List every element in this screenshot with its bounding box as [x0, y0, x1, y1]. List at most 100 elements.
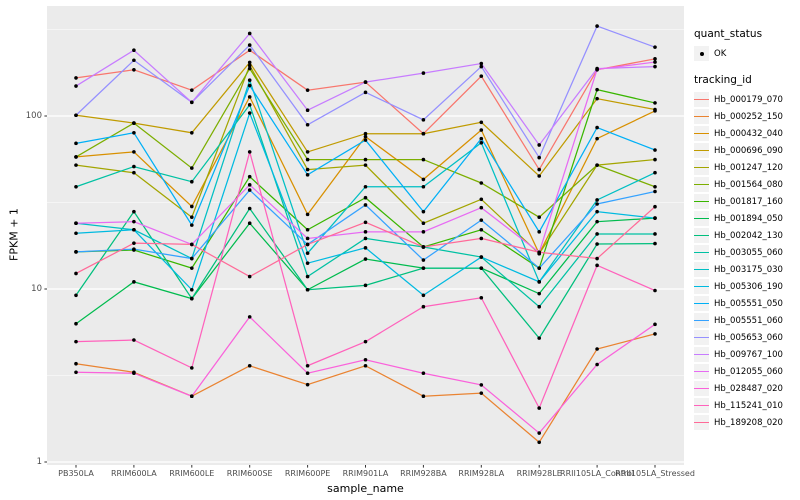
legend-item-label: Hb_028487_020 — [714, 383, 783, 394]
data-point — [595, 347, 599, 351]
legend-item-Hb_000252_150: Hb_000252_150 — [694, 108, 800, 125]
data-point — [653, 204, 657, 209]
data-point — [190, 266, 194, 270]
legend-item-Hb_189208_020: Hb_189208_020 — [694, 414, 800, 431]
data-point — [537, 266, 541, 270]
data-point — [421, 131, 426, 136]
data-point — [653, 184, 657, 189]
data-point — [305, 363, 310, 368]
x-tick-label: RRIM600SE — [226, 469, 273, 478]
data-point — [132, 227, 136, 232]
legend-item-label: Hb_005551_050 — [714, 298, 783, 309]
data-point — [479, 205, 484, 210]
legend-key-line-icon — [694, 381, 709, 396]
data-point — [537, 167, 541, 172]
legend-key-line-icon — [694, 347, 709, 362]
data-point — [595, 209, 599, 214]
data-point — [537, 280, 541, 284]
data-point — [247, 78, 252, 83]
data-point — [537, 406, 541, 410]
data-point — [421, 209, 426, 214]
legend-item-label: Hb_003175_030 — [714, 264, 783, 275]
legend-item-Hb_001817_160: Hb_001817_160 — [694, 193, 800, 210]
data-point — [595, 256, 599, 261]
legend-key-line-icon — [694, 126, 709, 141]
data-point — [247, 221, 252, 226]
x-axis-title: sample_name — [327, 482, 404, 495]
data-point — [132, 164, 136, 169]
legend-item-label: Hb_000179_070 — [714, 94, 783, 105]
data-point — [595, 232, 599, 236]
data-point — [653, 332, 657, 336]
data-point — [363, 157, 368, 162]
y-axis-title: FPKM + 1 — [7, 208, 21, 261]
data-point — [190, 242, 194, 247]
data-point — [190, 100, 194, 105]
data-point — [247, 183, 252, 187]
data-point — [363, 131, 368, 136]
data-point — [247, 363, 252, 368]
data-point — [305, 108, 310, 113]
data-point — [421, 177, 426, 182]
data-point — [421, 221, 426, 226]
legend-key-line-icon — [694, 262, 709, 277]
legend-item-label: Hb_009767_100 — [714, 349, 783, 360]
data-point — [305, 212, 310, 217]
x-tick-label: RRII105LA_Control — [560, 469, 635, 478]
data-point — [363, 236, 368, 241]
data-point — [595, 362, 599, 367]
data-point — [74, 271, 78, 276]
data-point — [305, 227, 310, 232]
data-point — [190, 130, 194, 135]
data-point — [479, 136, 484, 141]
legend-item-label: Hb_012055_060 — [714, 366, 783, 377]
data-point — [595, 163, 599, 167]
legend-key-line-icon — [694, 415, 709, 430]
data-point — [74, 293, 78, 298]
legend-item-label: Hb_000252_150 — [714, 111, 783, 122]
data-point — [653, 216, 657, 220]
data-point — [537, 174, 541, 178]
data-point — [479, 227, 484, 232]
data-point — [305, 122, 310, 127]
data-point — [595, 87, 599, 92]
legend-item-label: Hb_001564_080 — [714, 179, 783, 190]
data-point — [132, 241, 136, 245]
legend-key-line-icon — [694, 364, 709, 379]
data-point — [421, 118, 426, 122]
data-point — [132, 170, 136, 175]
data-point — [132, 121, 136, 125]
data-point — [74, 155, 78, 159]
data-point — [74, 231, 78, 236]
legend-item-quant-ok: OK — [694, 45, 800, 62]
data-point — [363, 90, 368, 95]
data-point — [653, 45, 657, 49]
data-point — [190, 223, 194, 227]
data-point — [305, 261, 310, 265]
x-tick-label: PB350LA — [58, 469, 94, 478]
data-point — [479, 181, 484, 185]
data-point — [595, 125, 599, 130]
data-point — [132, 48, 136, 53]
legend-item-Hb_005653_060: Hb_005653_060 — [694, 329, 800, 346]
data-point — [363, 339, 368, 344]
data-point — [653, 189, 657, 194]
y-tick-label: 10 — [31, 284, 42, 294]
data-point — [190, 88, 194, 92]
x-tick-label: RRIM600PE — [284, 469, 331, 478]
data-point — [537, 336, 541, 340]
data-point — [247, 95, 252, 99]
data-point — [305, 167, 310, 172]
x-tick-label: RRII105LA_Stressed — [615, 469, 695, 478]
data-point — [421, 293, 426, 298]
data-point — [247, 63, 252, 68]
data-point — [479, 391, 484, 395]
legend-key-line-icon — [694, 109, 709, 124]
data-point — [247, 60, 252, 65]
data-point — [363, 138, 368, 142]
data-point — [132, 371, 136, 376]
data-point — [363, 195, 368, 200]
legend-item-Hb_115241_010: Hb_115241_010 — [694, 397, 800, 414]
data-point — [537, 143, 541, 147]
data-point — [653, 170, 657, 175]
